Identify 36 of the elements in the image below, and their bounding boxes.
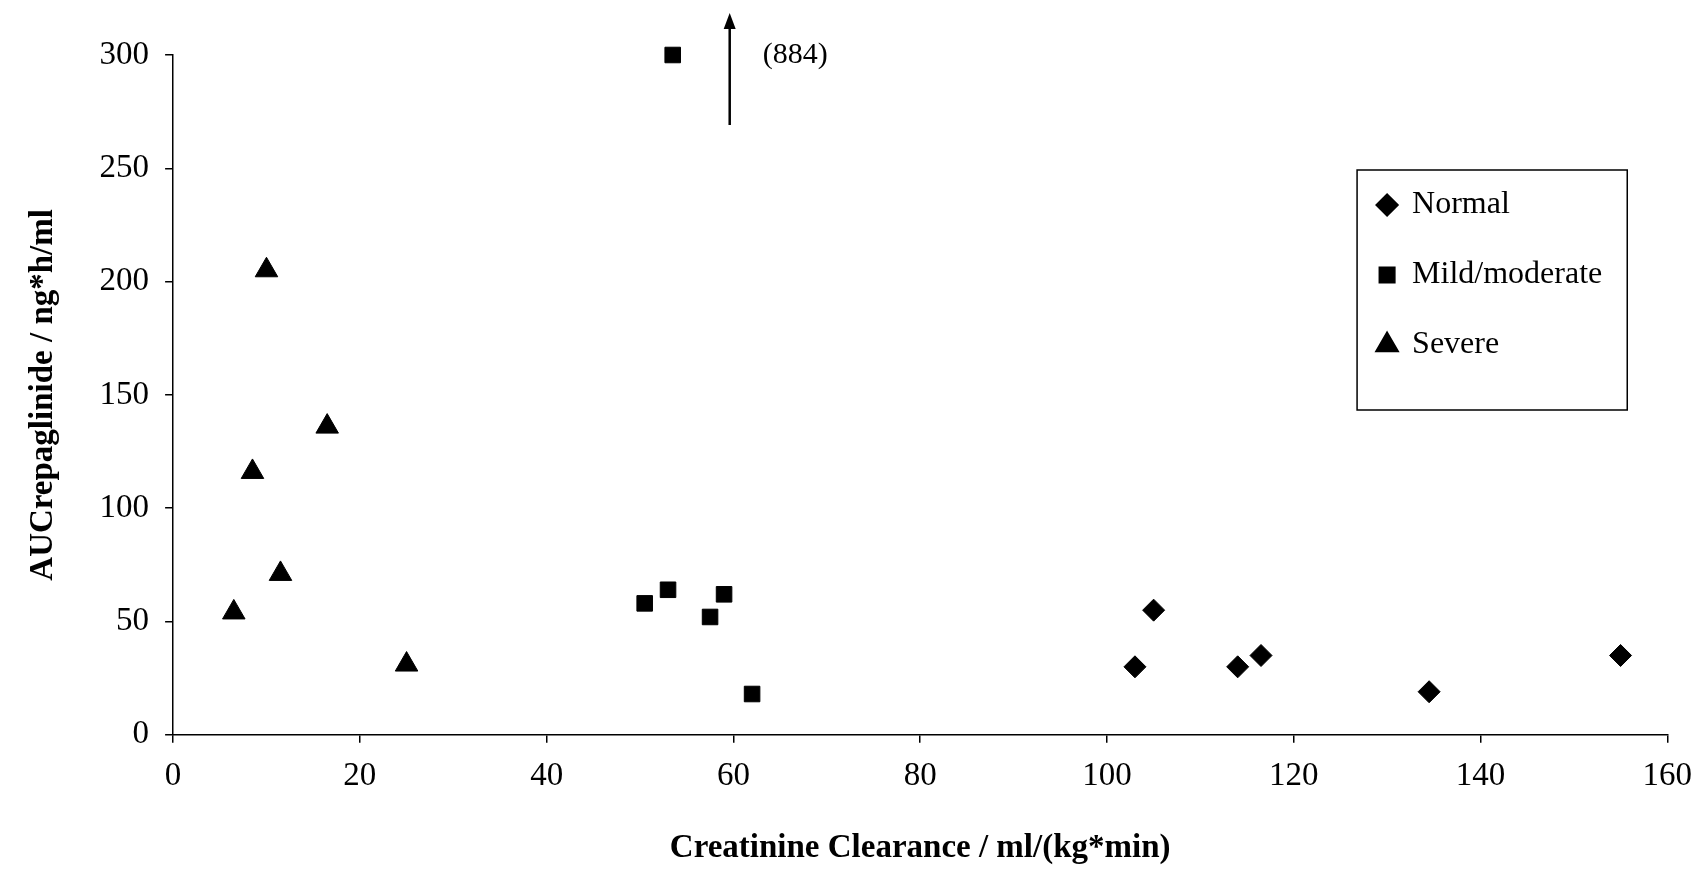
x-tick-label: 80 — [903, 756, 937, 793]
point — [254, 256, 279, 278]
x-tick-label: 20 — [343, 756, 377, 793]
x-tick-label: 60 — [716, 756, 750, 793]
point — [715, 586, 733, 603]
x-tick-label: 0 — [164, 756, 182, 793]
y-tick-label: 100 — [99, 487, 150, 524]
annotation: (884) — [762, 35, 828, 70]
point — [1417, 680, 1441, 704]
point — [1249, 643, 1273, 667]
x-tick-label: 120 — [1268, 756, 1319, 793]
point — [1609, 643, 1633, 667]
point — [659, 581, 677, 599]
y-axis-title: AUCrepaglinide / ng*h/ml — [23, 209, 60, 581]
legend-label: Severe — [1412, 324, 1500, 361]
point — [743, 685, 761, 703]
point — [315, 413, 339, 434]
x-tick-label: 140 — [1455, 756, 1506, 793]
x-tick-label: 160 — [1642, 756, 1692, 793]
point — [701, 608, 719, 626]
legend-label: Mild/moderate — [1412, 254, 1603, 291]
point — [1226, 655, 1250, 679]
y-tick-label: 50 — [116, 601, 150, 638]
y-tick-label: 200 — [99, 261, 150, 298]
y-tick-label: 250 — [99, 147, 150, 184]
point — [1123, 655, 1147, 679]
point — [636, 595, 653, 612]
y-tick-label: 0 — [132, 714, 150, 751]
point — [1142, 598, 1166, 622]
x-axis-title: Creatinine Clearance / ml/(kg*min) — [669, 827, 1171, 865]
x-tick-label: 100 — [1082, 756, 1132, 793]
point — [240, 458, 265, 479]
y-tick-label: 150 — [99, 374, 150, 411]
x-tick-label: 40 — [530, 756, 564, 793]
legend-label: Normal — [1412, 184, 1510, 221]
y-tick-label: 300 — [99, 34, 150, 71]
